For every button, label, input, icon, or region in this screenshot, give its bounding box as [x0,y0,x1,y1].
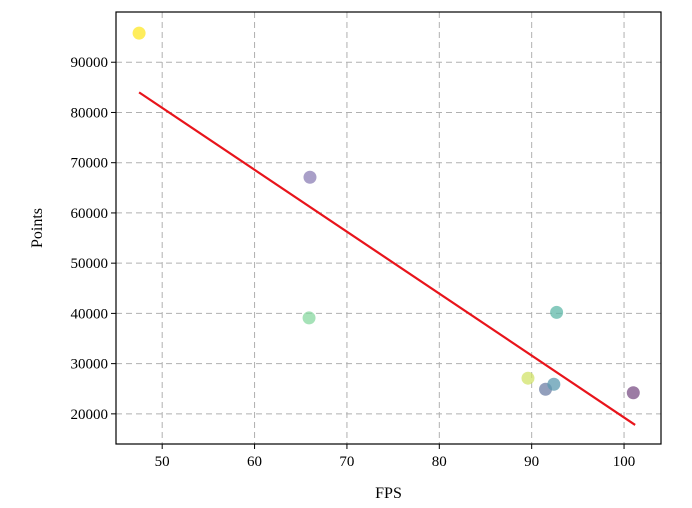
y-tick-label: 20000 [71,407,109,423]
trendline-layer [138,91,636,426]
data-point [303,170,317,184]
data-point [132,26,146,40]
y-axis-ticks: 20000 30000 40000 50000 60000 70000 80000 90000 [71,55,116,423]
grid [116,12,661,444]
y-tick-label: 80000 [71,105,109,121]
x-tick-label: 70 [339,454,354,470]
y-tick-label: 90000 [71,55,109,71]
data-point [302,311,316,325]
x-tick-label: 60 [247,454,262,470]
y-tick-label: 70000 [71,156,109,172]
y-tick-label: 30000 [71,357,109,373]
data-point [521,371,535,385]
data-point [550,305,564,319]
y-axis-label: Points [29,208,46,248]
y-tick-label: 60000 [71,206,109,222]
x-tick-label: 90 [524,454,539,470]
points-layer [132,26,640,400]
plot-frame [115,11,662,445]
x-tick-label: 100 [613,454,636,470]
y-tick-label: 40000 [71,306,109,322]
data-point [547,377,561,391]
x-tick-label: 50 [155,454,170,470]
y-tick-label: 50000 [71,256,109,272]
x-axis-ticks: 50 60 70 80 90 100 [155,444,636,470]
data-point [626,386,640,400]
trend-line [138,91,636,426]
x-axis-label: FPS [375,485,402,502]
x-tick-label: 80 [432,454,447,470]
